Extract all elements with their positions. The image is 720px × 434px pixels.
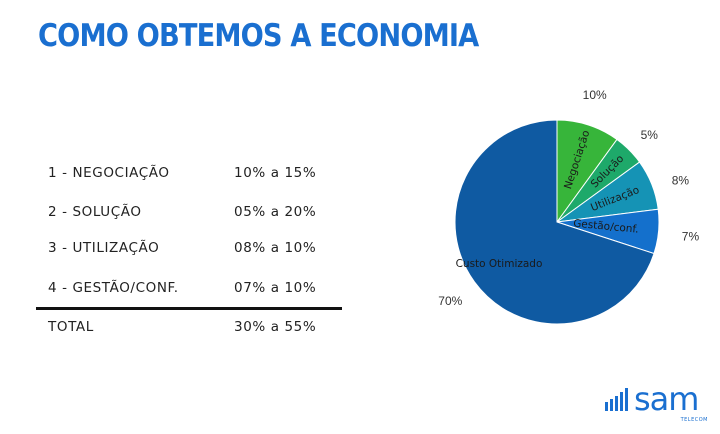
row-value: 07% a 10% <box>234 280 317 296</box>
row-value: 10% a 15% <box>234 165 317 181</box>
logo-bars-icon <box>605 388 628 411</box>
row-label: 4 - GESTÃO/CONF. <box>48 280 179 296</box>
slice-label: Custo Otimizado <box>456 258 543 270</box>
slice-percent-label: 10% <box>583 90 607 102</box>
table-divider <box>36 307 342 310</box>
slice-percent-label: 5% <box>641 128 659 142</box>
page-title: COMO OBTEMOS A ECONOMIA <box>38 18 479 54</box>
pie-chart: Negociação10%Solução5%Utilização8%Gestão… <box>438 90 700 325</box>
row-value: 05% a 20% <box>234 204 317 220</box>
row-label: 3 - UTILIZAÇÃO <box>48 240 160 256</box>
row-value: 08% a 10% <box>234 240 317 256</box>
row-label: 2 - SOLUÇÃO <box>48 204 142 220</box>
logo-subtext: TELECOM <box>680 417 708 423</box>
logo-text: sam <box>634 380 699 418</box>
slice-percent-label: 8% <box>672 173 690 187</box>
row-label: 1 - NEGOCIAÇÃO <box>48 165 170 181</box>
slice-percent-label: 7% <box>682 230 700 244</box>
pie-slice <box>454 119 655 325</box>
total-label: TOTAL <box>48 319 94 335</box>
sam-logo: sam TELECOM <box>604 380 714 424</box>
total-value: 30% a 55% <box>234 319 317 335</box>
slice-percent-label: 70% <box>438 294 462 308</box>
